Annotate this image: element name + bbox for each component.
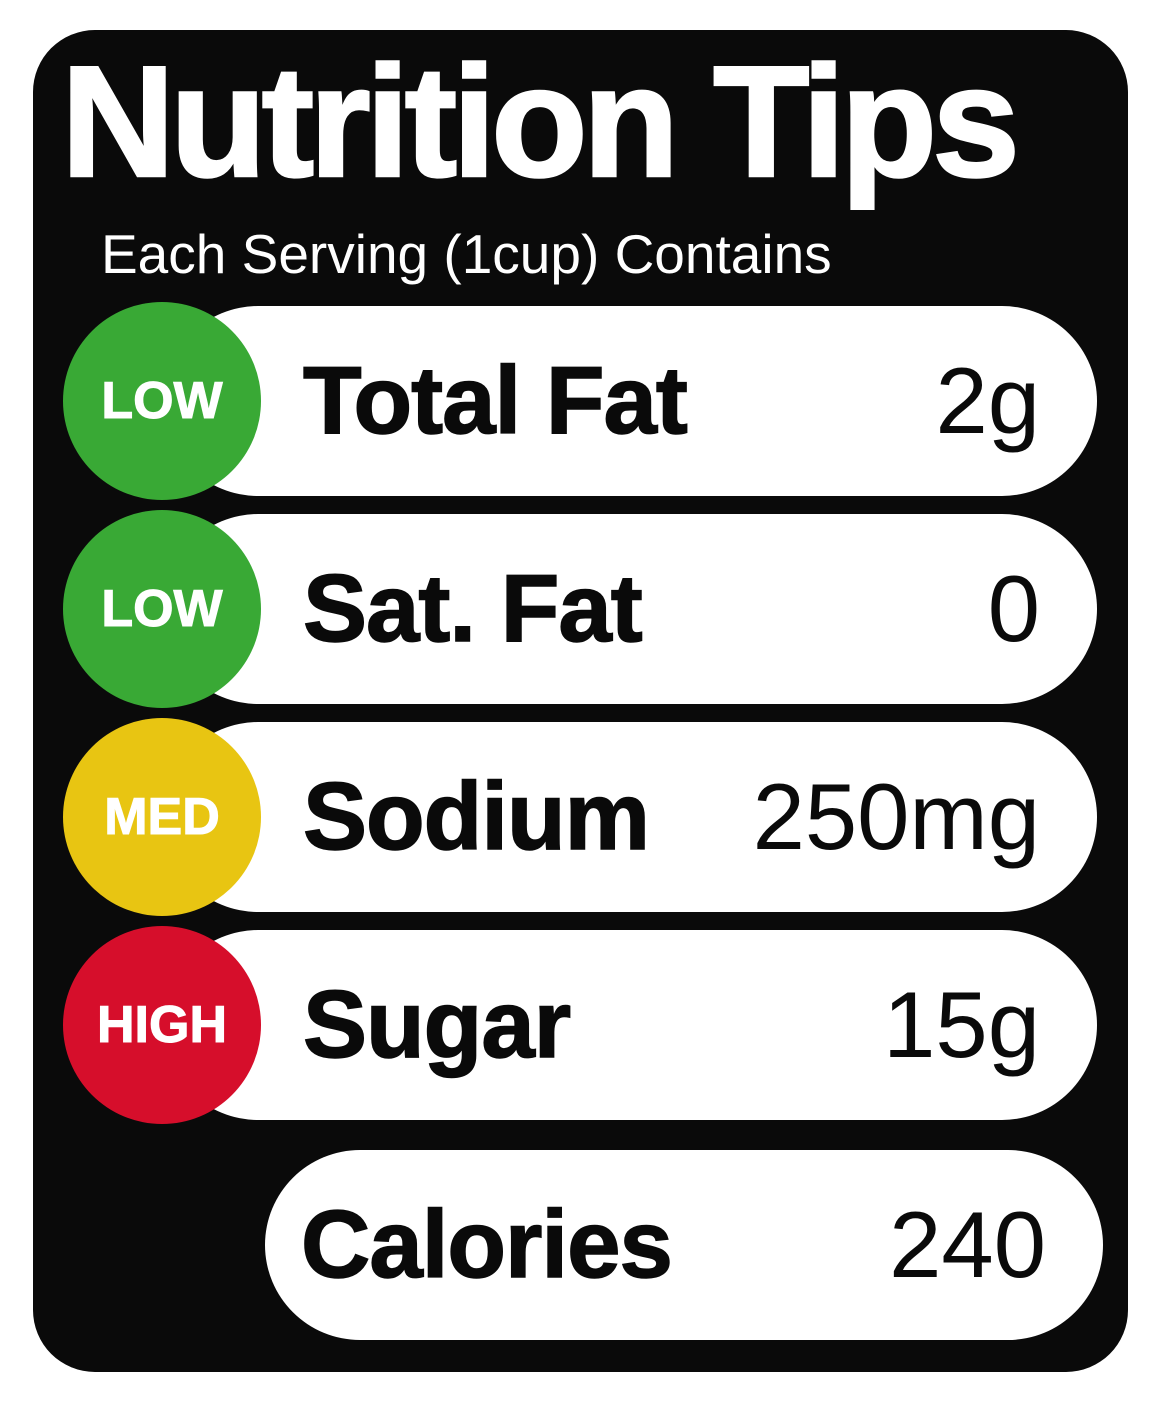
nutrient-pill: Sat. Fat 0 [163,514,1097,704]
nutrient-row-total-fat: Total Fat 2g LOW [33,302,1128,500]
nutrient-name: Sugar [302,970,572,1079]
nutrient-row-sodium: Sodium 250mg MED [33,718,1128,916]
label-card: Nutrition Tips Each Serving (1cup) Conta… [33,30,1128,1372]
nutrient-name: Sodium [302,762,650,871]
nutrient-value: 15g [883,972,1040,1077]
calories-value: 240 [889,1192,1046,1297]
calories-name: Calories [300,1190,673,1299]
nutrient-name: Total Fat [302,346,688,455]
nutrient-pill: Sodium 250mg [163,722,1097,912]
nutrient-value: 0 [987,556,1040,661]
serving-subtitle: Each Serving (1cup) Contains [101,223,832,285]
calories-pill: Calories 240 [265,1150,1103,1340]
nutrient-value: 250mg [752,764,1040,869]
nutrient-value: 2g [935,348,1040,453]
nutrient-name: Sat. Fat [302,554,643,663]
nutrient-row-sugar: Sugar 15g HIGH [33,926,1128,1124]
level-badge-high: HIGH [63,926,261,1124]
label-title: Nutrition Tips [60,34,1022,210]
nutrient-row-sat-fat: Sat. Fat 0 LOW [33,510,1128,708]
level-badge-low: LOW [63,302,261,500]
level-badge-low: LOW [63,510,261,708]
nutrient-pill: Sugar 15g [163,930,1097,1120]
level-badge-med: MED [63,718,261,916]
nutrient-pill: Total Fat 2g [163,306,1097,496]
